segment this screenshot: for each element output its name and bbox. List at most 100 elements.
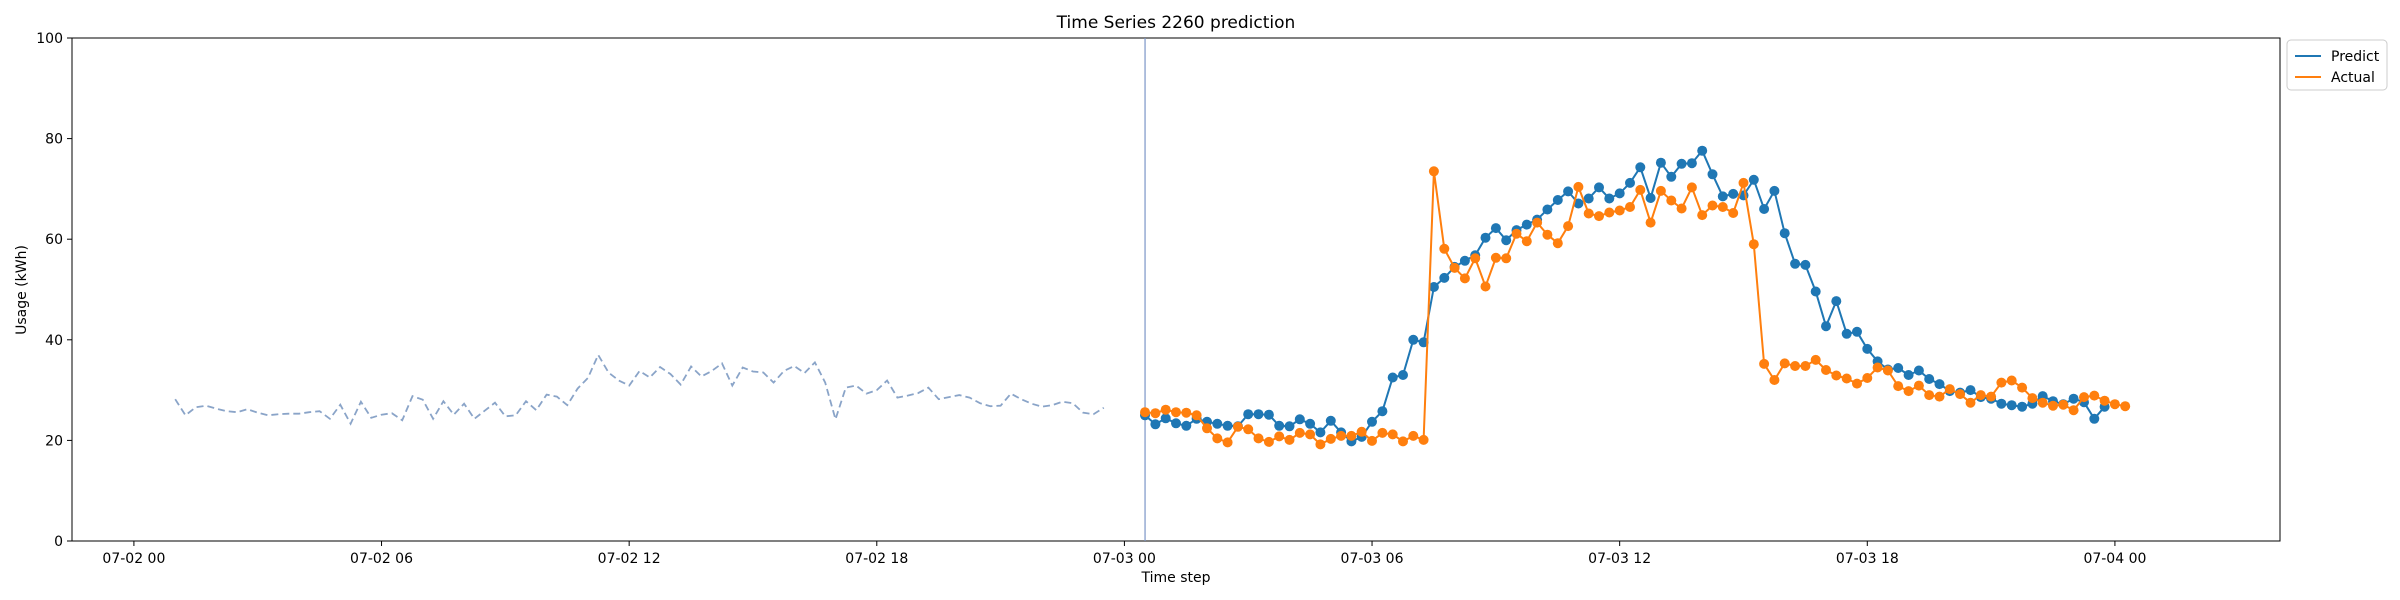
data-point-predict [1666, 171, 1677, 182]
data-point-actual [1387, 429, 1398, 440]
data-point-predict [1965, 385, 1976, 396]
data-point-actual [1501, 253, 1512, 264]
data-point-actual [1511, 228, 1522, 239]
data-point-actual [1800, 361, 1811, 371]
data-point-predict [1171, 418, 1181, 429]
data-point-predict [1759, 204, 1770, 214]
data-point-actual [1336, 430, 1347, 441]
data-point-actual [1284, 434, 1295, 445]
data-point-predict [1769, 185, 1780, 196]
data-point-predict [1625, 177, 1635, 188]
data-point-predict [1284, 421, 1295, 432]
data-point-actual [1490, 252, 1501, 263]
data-point-actual [1934, 391, 1945, 402]
data-point-predict [1893, 363, 1904, 373]
data-point-predict [1717, 191, 1728, 202]
data-point-predict [2006, 400, 2017, 411]
data-point-actual [1294, 427, 1305, 438]
data-point-predict [1439, 272, 1450, 283]
data-point-actual [1666, 195, 1677, 206]
data-point-actual [1697, 210, 1708, 221]
data-point-actual [1594, 211, 1604, 222]
data-point-actual [1810, 354, 1821, 365]
data-point-predict [1852, 326, 1862, 337]
series-line-predict [1144, 148, 2106, 443]
data-point-predict [1810, 286, 1821, 297]
data-point-actual [1645, 217, 1656, 228]
data-point-actual [1459, 273, 1470, 284]
data-point-predict [1635, 162, 1646, 173]
data-point-actual [1955, 389, 1966, 400]
data-point-actual [1583, 208, 1594, 219]
data-point-actual [1398, 436, 1408, 447]
data-point-actual [1367, 435, 1377, 446]
x-tick-label: 07-02 00 [102, 551, 165, 567]
chart-title: Time Series 2260 prediction [1056, 13, 1296, 33]
data-point-predict [1573, 198, 1584, 209]
data-point-actual [1222, 437, 1233, 448]
data-point-predict [1150, 419, 1161, 430]
data-point-predict [2017, 401, 2028, 412]
data-point-predict [1924, 374, 1935, 384]
data-point-predict [1676, 158, 1687, 169]
data-point-actual [1232, 421, 1243, 432]
data-point-predict [1779, 228, 1790, 239]
data-point-actual [1882, 365, 1893, 376]
data-point-actual [1408, 430, 1419, 441]
data-point-predict [1800, 259, 1811, 270]
data-point-actual [1604, 207, 1615, 218]
data-point-predict [1490, 223, 1501, 234]
data-point-actual [1191, 410, 1202, 421]
data-point-actual [1862, 373, 1873, 383]
legend: Predict Actual [2286, 39, 2388, 91]
data-point-actual [1573, 181, 1584, 192]
x-tick-label: 07-02 12 [598, 551, 661, 567]
data-point-actual [1480, 281, 1491, 292]
data-point-actual [1965, 397, 1976, 408]
data-point-actual [1552, 238, 1563, 249]
data-point-predict [1222, 420, 1233, 431]
x-tick-label: 07-03 18 [1836, 551, 1899, 567]
data-point-predict [1707, 169, 1718, 180]
data-point-actual [1779, 358, 1790, 369]
data-point-predict [1841, 328, 1852, 339]
data-point-actual [2048, 400, 2058, 411]
data-point-predict [1181, 420, 1192, 431]
data-point-actual [1625, 202, 1635, 212]
data-point-actual [2109, 399, 2120, 410]
data-point-predict [1459, 255, 1470, 266]
data-point-actual [1944, 384, 1955, 395]
data-point-actual [1150, 408, 1161, 419]
data-point-actual [1377, 427, 1388, 438]
data-point-actual [1542, 229, 1553, 240]
data-point-actual [1140, 407, 1150, 418]
data-point-predict [1594, 182, 1604, 193]
data-point-actual [1728, 208, 1739, 218]
data-point-predict [1903, 370, 1914, 380]
data-point-actual [1655, 185, 1666, 196]
data-point-predict [1563, 186, 1574, 197]
x-tick-label: 07-03 12 [1588, 551, 1651, 567]
data-point-actual [1181, 407, 1192, 418]
y-tick-label: 80 [45, 132, 63, 148]
data-point-actual [1738, 177, 1749, 188]
data-point-actual [1903, 386, 1914, 397]
data-point-actual [2027, 393, 2038, 404]
data-point-actual [1707, 200, 1718, 211]
data-point-actual [1315, 439, 1326, 450]
data-point-predict [1428, 282, 1439, 292]
plot-area: 0 20 40 60 80 100 07-02 00 07-02 06 07-02 12 07-0… [36, 31, 2281, 567]
data-point-actual [1676, 203, 1687, 214]
x-tick-label: 07-02 18 [845, 551, 908, 567]
data-point-predict [1253, 409, 1264, 420]
y-tick-label: 40 [45, 333, 63, 349]
data-point-actual [1635, 184, 1646, 195]
data-point-actual [1924, 390, 1935, 401]
data-point-predict [1305, 418, 1316, 429]
data-point-predict [1748, 174, 1759, 185]
data-point-predict [2089, 413, 2100, 424]
data-point-actual [1243, 424, 1254, 435]
data-point-predict [1614, 188, 1625, 199]
data-point-actual [1356, 426, 1367, 437]
